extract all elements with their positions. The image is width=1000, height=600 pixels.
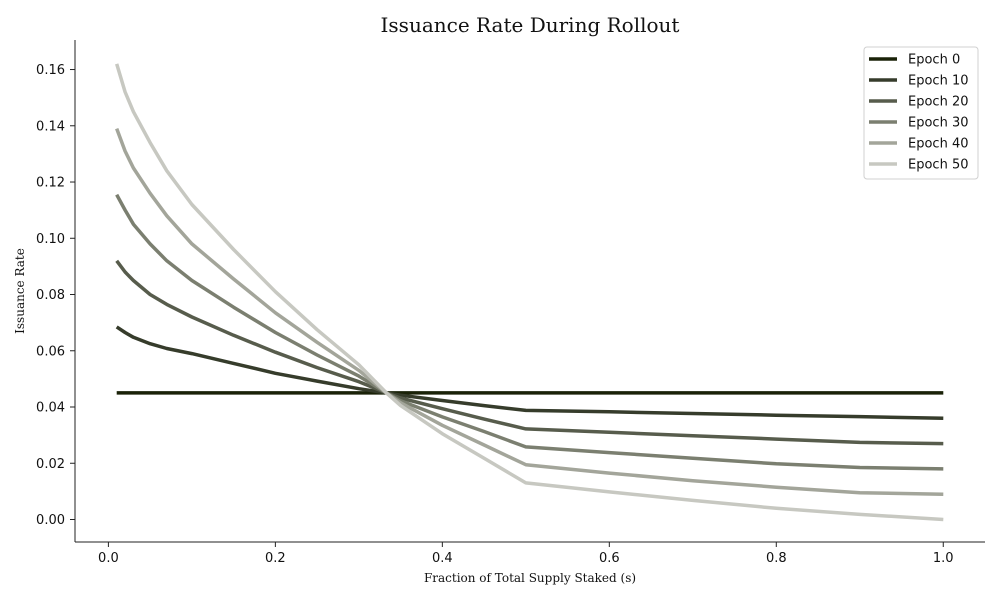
x-tick-label: 0.8 [766, 551, 787, 566]
y-tick-label: 0.06 [36, 344, 65, 359]
x-tick-label: 0.6 [599, 551, 620, 566]
legend-entry-label: Epoch 30 [908, 116, 968, 131]
legend-entry-label: Epoch 10 [908, 74, 968, 89]
series-line-epoch-30 [115, 193, 944, 471]
legend-entry-label: Epoch 20 [908, 95, 968, 110]
x-tick-label: 1.0 [933, 551, 954, 566]
x-tick-label: 0.2 [265, 551, 286, 566]
y-tick-label: 0.00 [36, 513, 65, 528]
y-tick-label: 0.08 [36, 288, 65, 303]
legend-entry-label: Epoch 50 [908, 158, 968, 173]
y-tick-label: 0.02 [36, 457, 65, 472]
y-tick-label: 0.10 [36, 232, 65, 247]
x-tick-label: 0.0 [98, 551, 119, 566]
series-line-epoch-10 [115, 325, 944, 421]
y-tick-label: 0.04 [36, 401, 65, 416]
y-axis-label: Issuance Rate [13, 248, 27, 334]
x-axis-label: Fraction of Total Supply Staked (s) [424, 571, 636, 585]
y-axis-ticks: 0.00 0.02 0.04 0.06 0.08 0.10 0.12 0.14 0.16 [36, 63, 75, 528]
series-line-epoch-40 [115, 127, 944, 496]
chart-title: Issuance Rate During Rollout [381, 13, 680, 37]
x-tick-label: 0.4 [432, 551, 453, 566]
legend: Epoch 0 Epoch 10 Epoch 20 Epoch 30 Epoch 40 E… [863, 46, 979, 180]
y-tick-label: 0.12 [36, 176, 65, 191]
plot-area [115, 63, 944, 522]
series-line-epoch-50 [115, 63, 944, 522]
legend-entry-label: Epoch 0 [908, 53, 960, 68]
legend-entry-label: Epoch 40 [908, 137, 968, 152]
series-line-epoch-20 [115, 259, 944, 446]
y-tick-label: 0.16 [36, 63, 65, 78]
y-tick-label: 0.14 [36, 119, 65, 134]
x-axis-ticks: 0.0 0.2 0.4 0.6 0.8 1.0 [98, 542, 954, 566]
